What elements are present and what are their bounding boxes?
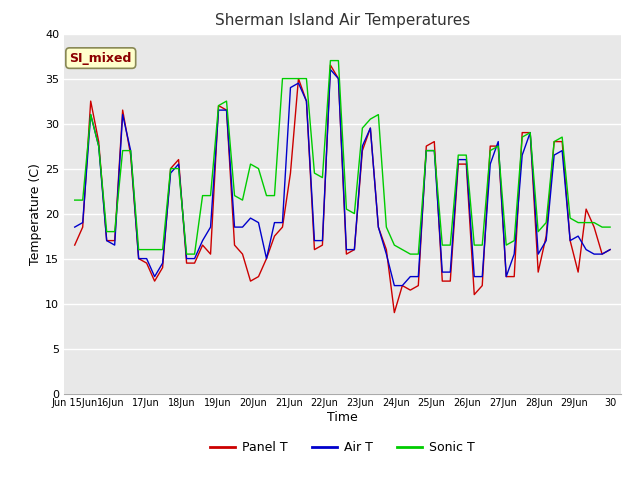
Y-axis label: Temperature (C): Temperature (C) (29, 163, 42, 264)
Title: Sherman Island Air Temperatures: Sherman Island Air Temperatures (215, 13, 470, 28)
Text: SI_mixed: SI_mixed (70, 51, 132, 65)
Legend: Panel T, Air T, Sonic T: Panel T, Air T, Sonic T (205, 436, 479, 459)
X-axis label: Time: Time (327, 411, 358, 424)
